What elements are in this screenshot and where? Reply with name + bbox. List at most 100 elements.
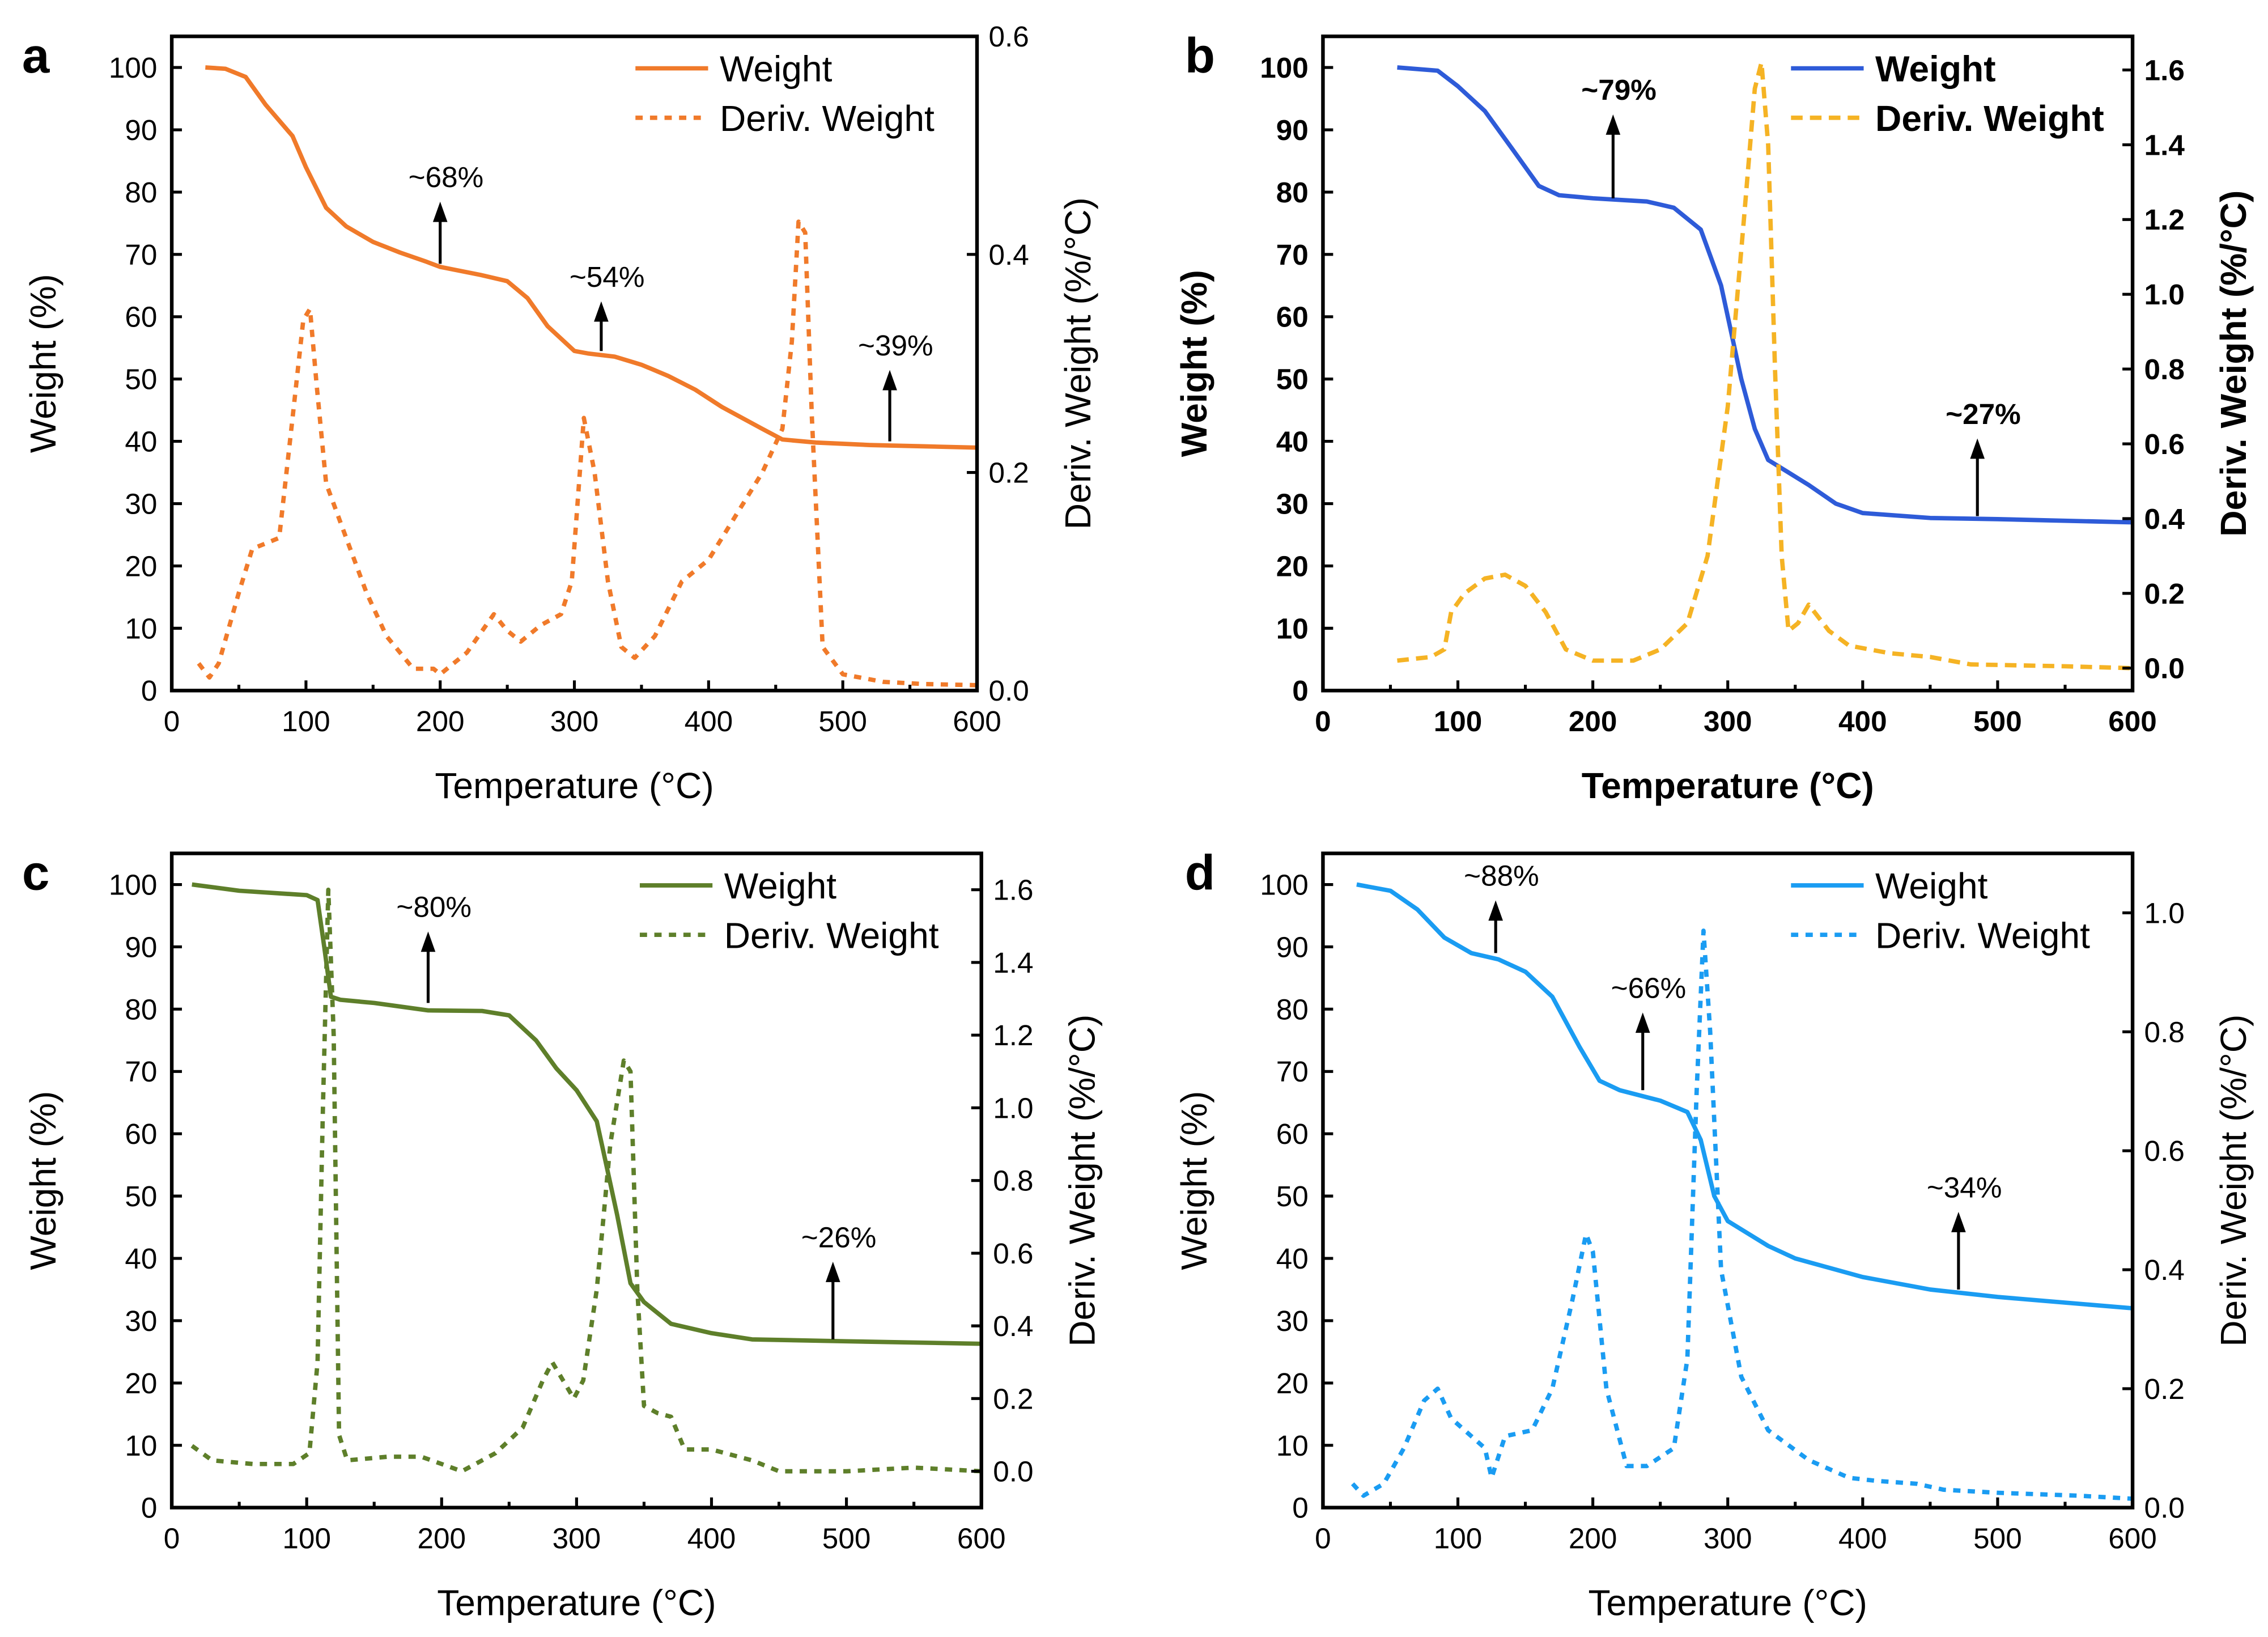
y2-axis-label: Deriv. Weight (%/°C) [1057,197,1098,529]
x-tick-label: 0 [164,705,180,737]
arrow-up-icon [882,370,897,391]
y-tick-label: 70 [1276,239,1309,271]
annotation-label: ~26% [801,1221,877,1253]
annotation: ~26% [801,1221,877,1339]
x-tick-label: 500 [822,1523,871,1555]
x-tick-label: 400 [685,705,733,737]
y-tick-label: 90 [125,931,157,963]
y-tick-label: 20 [125,1367,157,1399]
annotation: ~80% [396,891,472,1003]
y2-tick-label: 0.2 [2144,1373,2185,1405]
y-tick-label: 80 [1276,993,1309,1025]
legend-deriv-label: Deriv. Weight [724,915,939,956]
annotation: ~39% [858,329,933,442]
y2-tick-label: 0.2 [2144,578,2185,610]
y-tick-label: 20 [1276,550,1309,582]
y2-axis-label: Deriv. Weight (%/°C) [2213,1015,2254,1347]
x-tick-label: 300 [550,705,599,737]
y2-tick-label: 1.2 [993,1019,1033,1051]
y-tick-label: 60 [1276,1118,1309,1150]
annotation-label: ~34% [1927,1171,2002,1203]
y-tick-label: 0 [1292,1492,1309,1524]
x-tick-label: 500 [818,705,867,737]
x-tick-label: 500 [1973,705,2022,737]
annotation-label: ~80% [396,891,472,923]
x-tick-label: 300 [553,1523,601,1555]
y2-tick-label: 1.0 [993,1092,1033,1124]
y2-tick-label: 0.6 [993,1237,1033,1270]
y2-tick-label: 0.6 [2144,1135,2185,1167]
x-axis-label: Temperature (°C) [435,765,713,806]
weight-line [205,65,978,450]
y-tick-label: 100 [109,868,158,901]
x-axis-label: Temperature (°C) [1589,1583,1867,1623]
x-tick-label: 300 [1704,705,1752,737]
panel-label: a [22,28,50,83]
y-tick-label: 40 [1276,1242,1309,1275]
arrow-up-icon [432,201,448,222]
y-tick-label: 50 [1276,1180,1309,1212]
y2-tick-label: 0.4 [993,1310,1033,1342]
y2-tick-label: 1.0 [2144,278,2185,311]
y-tick-label: 10 [1276,612,1309,644]
panel-label: b [1185,28,1215,83]
x-tick-label: 200 [1569,705,1617,737]
x-tick-label: 400 [1838,705,1887,737]
y2-tick-label: 0.0 [993,1456,1033,1488]
y-tick-label: 0 [141,675,158,707]
legend: Weight Deriv. Weight [639,866,939,956]
deriv-weight-line [197,219,978,688]
y-tick-label: 10 [1276,1430,1309,1462]
y-tick-label: 100 [1260,868,1309,901]
y2-axis-label: Deriv. Weight (%/°C) [1062,1015,1103,1347]
annotation-label: ~88% [1464,860,1539,892]
arrow-up-icon [421,931,436,952]
deriv-weight-line [1350,928,2133,1501]
x-tick-label: 400 [687,1523,736,1555]
y2-tick-label: 0.8 [2144,353,2185,385]
legend-deriv-label: Deriv. Weight [720,98,935,139]
y-tick-label: 50 [125,1180,157,1212]
x-tick-label: 0 [1315,1523,1331,1555]
annotation: ~66% [1611,972,1686,1091]
y-tick-label: 90 [1276,931,1309,963]
annotation: ~68% [409,161,483,264]
y-tick-label: 80 [125,176,157,209]
y-axis-label: Weight (%) [1174,1091,1214,1270]
panel-d: d 0 100 200 300 400 500 600 0 10 20 30 40 50 60 70 80 90 1… [1174,846,2254,1623]
legend-weight-label: Weight [720,49,833,90]
panel-c: c 0 100 200 300 400 500 600 0 10 20 30 40 50 60 70 80 90 1… [22,846,1103,1623]
x-tick-label: 200 [1569,1523,1617,1555]
y2-tick-label: 1.0 [2144,897,2185,929]
y2-tick-label: 0.2 [989,457,1029,489]
y2-tick-label: 0.8 [2144,1016,2185,1048]
arrow-up-icon [1970,438,1985,459]
y-tick-label: 10 [125,612,157,644]
x-tick-label: 400 [1838,1523,1887,1555]
y-tick-label: 70 [125,1055,157,1088]
y2-tick-label: 0.6 [989,20,1029,53]
y-tick-label: 80 [125,993,157,1025]
x-tick-label: 300 [1704,1523,1752,1555]
y-axis-label: Weight (%) [1174,270,1214,457]
arrow-up-icon [1606,114,1621,135]
panel-label: c [22,846,50,901]
y2-tick-label: 0.8 [993,1165,1033,1197]
arrow-up-icon [1488,900,1503,921]
y-tick-label: 80 [1276,176,1309,209]
y2-tick-label: 1.4 [2144,129,2185,161]
x-tick-label: 100 [1434,1523,1483,1555]
panel-label: d [1185,846,1215,901]
y2-tick-label: 0.0 [2144,1492,2185,1524]
x-tick-label: 100 [1434,705,1483,737]
x-tick-label: 100 [282,705,330,737]
weight-line [1397,65,2133,525]
x-tick-label: 0 [1315,705,1331,737]
y2-tick-label: 0.4 [2144,503,2185,535]
x-tick-label: 0 [164,1523,180,1555]
y-tick-label: 50 [1276,363,1309,396]
x-tick-label: 600 [2108,1523,2157,1555]
legend: Weight Deriv. Weight [635,49,935,139]
y-tick-label: 20 [1276,1367,1309,1399]
y-tick-label: 60 [1276,301,1309,333]
